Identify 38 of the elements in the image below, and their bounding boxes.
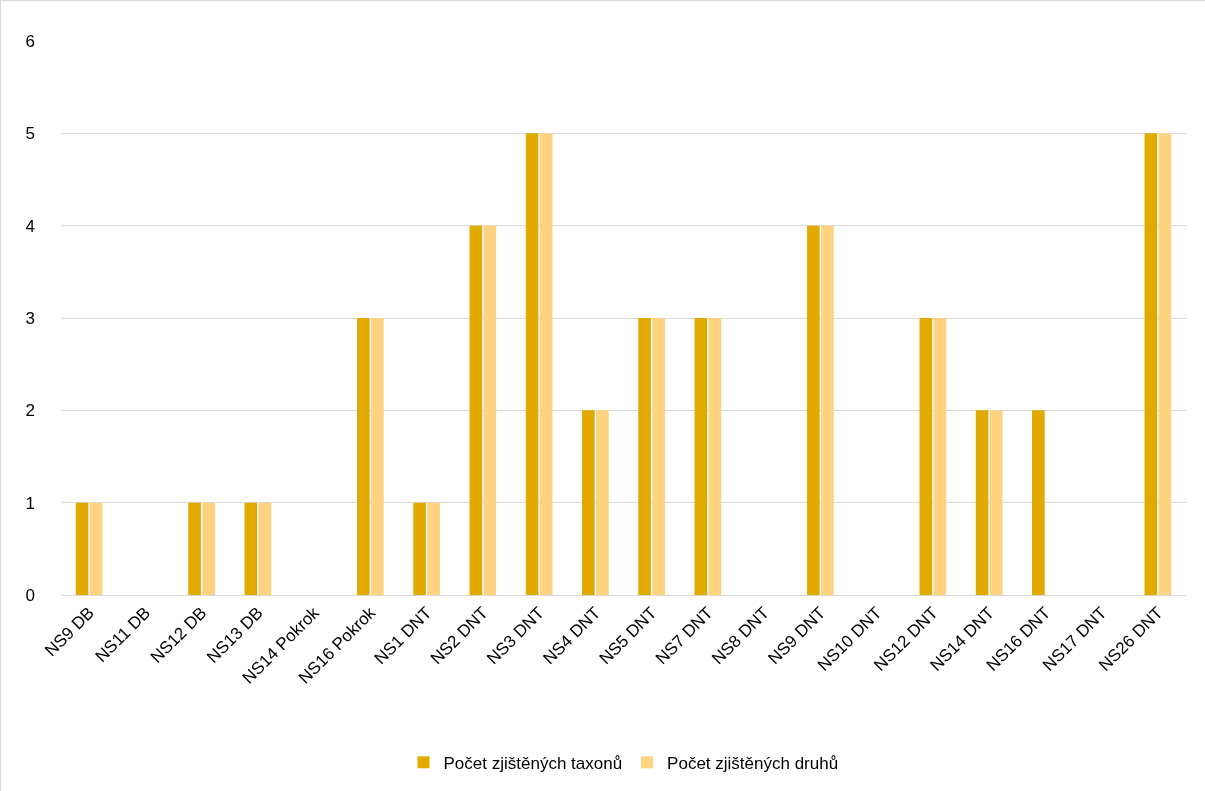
y-tick-label: 4 xyxy=(25,216,35,236)
bar xyxy=(525,133,539,595)
y-tick-label: 5 xyxy=(25,124,35,144)
bar xyxy=(75,502,89,595)
bar xyxy=(427,502,440,595)
legend-label: Počet zjištěných druhů xyxy=(667,753,839,773)
bar xyxy=(371,318,384,595)
bar xyxy=(1032,410,1045,595)
bar xyxy=(244,502,258,595)
bar xyxy=(596,410,609,595)
bar xyxy=(807,225,820,595)
y-tick-label: 3 xyxy=(25,308,35,328)
bar xyxy=(469,225,483,595)
bar xyxy=(638,318,651,595)
bar xyxy=(652,318,665,595)
legend-label: Počet zjištěných taxonů xyxy=(443,753,623,773)
bar xyxy=(582,410,595,595)
y-tick-label: 1 xyxy=(25,493,35,513)
bar xyxy=(821,225,834,595)
y-tick-label: 0 xyxy=(25,585,35,605)
bar xyxy=(708,318,722,595)
bar xyxy=(1144,133,1158,595)
bar xyxy=(694,318,708,595)
bar xyxy=(989,410,1003,595)
bar xyxy=(933,318,947,595)
bar xyxy=(539,133,553,595)
bar xyxy=(975,410,989,595)
bar xyxy=(357,318,370,595)
bar xyxy=(919,318,933,595)
bar xyxy=(413,502,426,595)
bar xyxy=(202,502,215,595)
y-tick-label: 2 xyxy=(25,401,35,421)
y-tick-label: 6 xyxy=(25,31,35,51)
bar xyxy=(258,502,272,595)
bar xyxy=(188,502,201,595)
bar xyxy=(483,225,497,595)
bar xyxy=(89,502,103,595)
bar xyxy=(1158,133,1172,595)
